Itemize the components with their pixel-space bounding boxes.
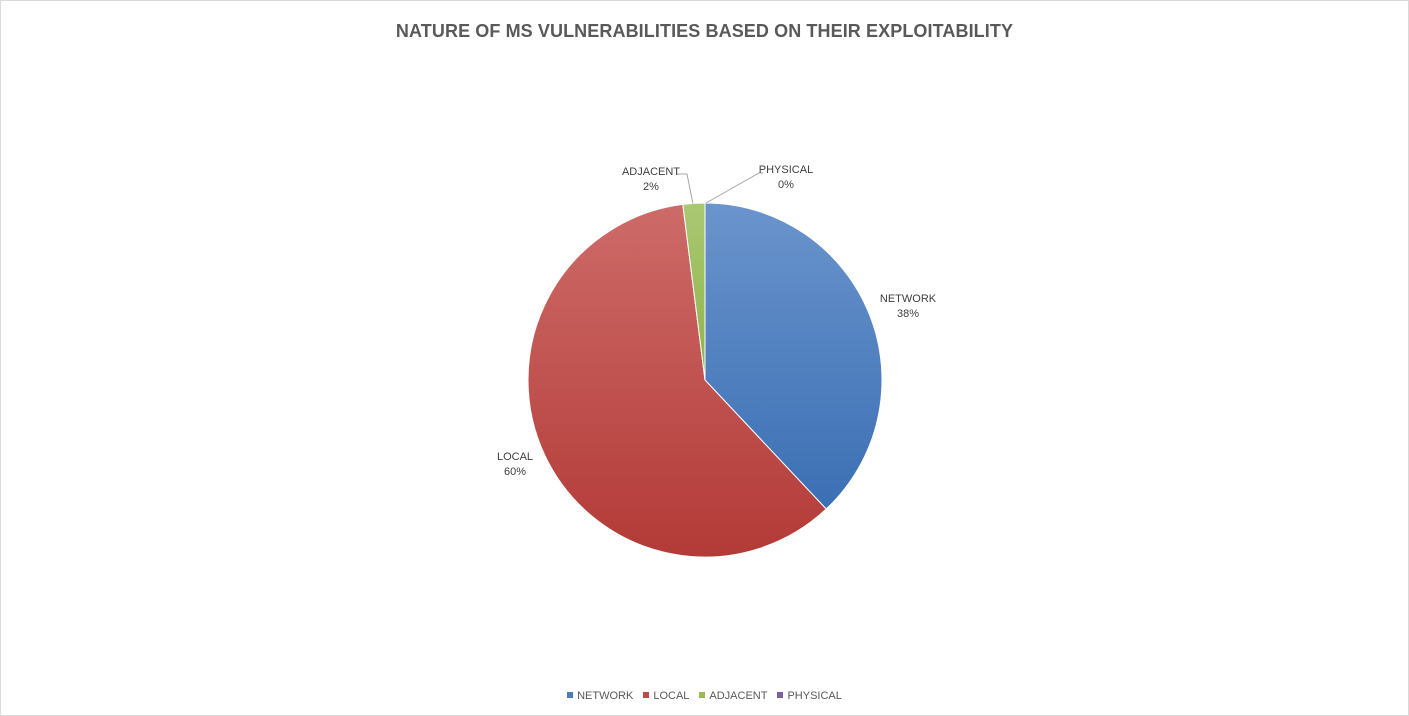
pie-slice-local [527,203,827,558]
leader-line-physical [705,172,763,204]
legend-swatch-physical [777,692,784,699]
data-label-physical-percent: 0% [778,179,794,191]
legend-label-network: NETWORK [577,690,634,702]
legend-item-physical: PHYSICAL [777,690,842,702]
legend-swatch-adjacent [699,692,706,699]
legend-item-adjacent: ADJACENT [699,690,767,702]
pie-slice-adjacent [682,202,706,381]
legend-swatch-local [643,692,650,699]
data-label-adjacent-name: ADJACENT [622,166,680,178]
legend-label-adjacent: ADJACENT [709,690,768,702]
legend-swatch-network [567,692,574,699]
data-label-local-percent: 60% [504,466,526,478]
legend-label-local: LOCAL [653,690,690,702]
legend-item-network: NETWORK [567,690,633,702]
data-label-network-name: NETWORK [880,293,937,305]
data-label-physical-name: PHYSICAL [759,164,813,176]
leader-line-adjacent [677,173,694,204]
data-label-local-name: LOCAL [497,451,533,463]
data-label-adjacent-percent: 2% [643,181,659,193]
chart-title: NATURE OF MS VULNERABILITIES BASED ON TH… [395,21,1014,41]
data-label-network-percent: 38% [897,308,919,320]
chart-legend: NETWORK LOCAL ADJACENT PHYSICAL [1,690,1408,702]
legend-item-local: LOCAL [643,690,689,702]
legend-label-physical: PHYSICAL [787,690,842,702]
pie-slice-network [704,202,883,510]
